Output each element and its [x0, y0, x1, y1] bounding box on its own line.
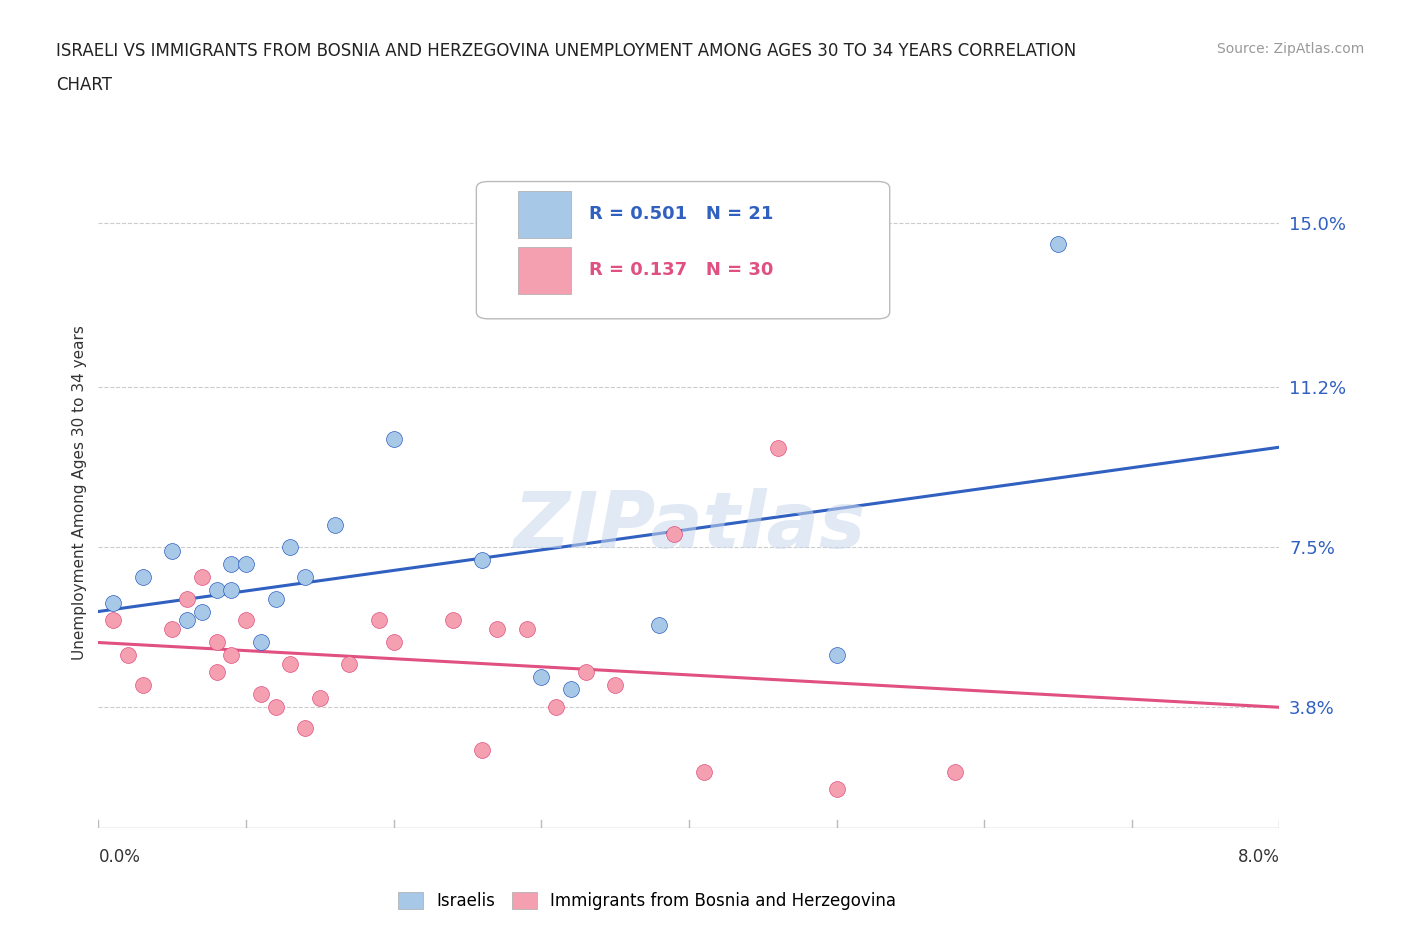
Point	[560, 682, 582, 697]
Text: 0.0%: 0.0%	[98, 848, 141, 866]
Point	[471, 742, 494, 757]
Point	[943, 764, 966, 779]
Text: ZIPatlas: ZIPatlas	[513, 488, 865, 565]
Point	[825, 781, 848, 796]
Point	[471, 552, 494, 567]
Point	[162, 544, 183, 559]
Point	[278, 539, 302, 554]
Point	[323, 518, 346, 533]
Point	[1046, 237, 1069, 252]
Point	[574, 665, 596, 680]
Point	[176, 613, 198, 628]
Point	[515, 621, 537, 636]
Point	[235, 613, 257, 628]
Point	[103, 595, 125, 610]
Point	[382, 634, 405, 649]
Text: CHART: CHART	[56, 76, 112, 94]
Point	[278, 656, 302, 671]
Point	[294, 570, 316, 585]
Text: R = 0.501   N = 21: R = 0.501 N = 21	[589, 206, 773, 223]
Point	[219, 583, 242, 598]
Point	[367, 613, 389, 628]
Point	[176, 591, 198, 606]
Point	[205, 665, 228, 680]
Point	[546, 699, 568, 714]
FancyBboxPatch shape	[477, 181, 890, 319]
Y-axis label: Unemployment Among Ages 30 to 34 years: Unemployment Among Ages 30 to 34 years	[72, 326, 87, 660]
Bar	[517, 246, 571, 294]
Point	[191, 604, 214, 619]
Point	[664, 526, 686, 541]
Point	[205, 634, 228, 649]
Legend: Israelis, Immigrants from Bosnia and Herzegovina: Israelis, Immigrants from Bosnia and Her…	[391, 885, 903, 917]
Point	[219, 557, 242, 572]
Point	[294, 721, 316, 736]
Point	[605, 678, 627, 693]
Bar	[517, 191, 571, 238]
Point	[250, 686, 273, 701]
Point	[485, 621, 508, 636]
Point	[117, 647, 139, 662]
Point	[441, 613, 464, 628]
Text: R = 0.137   N = 30: R = 0.137 N = 30	[589, 261, 773, 279]
Point	[264, 699, 287, 714]
Point	[132, 570, 155, 585]
Text: Source: ZipAtlas.com: Source: ZipAtlas.com	[1216, 42, 1364, 56]
Point	[103, 613, 125, 628]
Point	[191, 570, 214, 585]
Point	[250, 634, 273, 649]
Point	[235, 557, 257, 572]
Point	[382, 432, 405, 446]
Point	[693, 764, 716, 779]
Point	[219, 647, 242, 662]
Point	[337, 656, 360, 671]
Text: 8.0%: 8.0%	[1237, 848, 1279, 866]
Point	[205, 583, 228, 598]
Point	[308, 691, 332, 706]
Point	[132, 678, 155, 693]
Point	[162, 621, 183, 636]
Point	[648, 618, 671, 632]
Text: ISRAELI VS IMMIGRANTS FROM BOSNIA AND HERZEGOVINA UNEMPLOYMENT AMONG AGES 30 TO : ISRAELI VS IMMIGRANTS FROM BOSNIA AND HE…	[56, 42, 1077, 60]
Point	[264, 591, 287, 606]
Point	[530, 669, 553, 684]
Point	[825, 647, 848, 662]
Point	[766, 440, 789, 455]
